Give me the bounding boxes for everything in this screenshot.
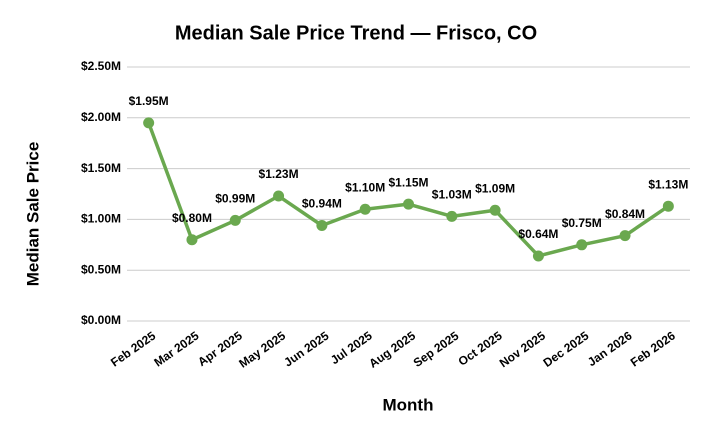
data-point: [186, 234, 198, 246]
data-label: $0.84M: [605, 207, 645, 221]
data-label: $1.95M: [129, 94, 169, 108]
series-line: [147, 122, 670, 258]
x-tick-label: Sep 2025: [411, 328, 462, 370]
data-point: [316, 219, 328, 231]
y-tick-label: $2.50M: [81, 59, 121, 73]
data-label: $0.94M: [302, 197, 342, 211]
x-tick-label: Feb 2025: [108, 328, 158, 369]
data-label: $0.80M: [172, 211, 212, 225]
x-tick-label: Apr 2025: [195, 328, 245, 369]
y-tick-label: $0.00M: [81, 313, 121, 327]
x-tick-label: Jan 2026: [585, 328, 635, 369]
data-point: [143, 117, 155, 129]
y-tick-label: $1.00M: [81, 212, 121, 226]
chart-title: Median Sale Price Trend — Frisco, CO: [175, 22, 537, 44]
data-label: $1.10M: [345, 180, 385, 194]
y-tick-label: $1.50M: [81, 161, 121, 175]
y-tick-label: $0.50M: [81, 262, 121, 276]
data-point: [359, 203, 371, 215]
data-label: $1.23M: [259, 167, 299, 181]
data-label: $0.99M: [215, 192, 255, 206]
data-point: [532, 250, 544, 262]
data-label: $0.64M: [518, 227, 558, 241]
data-label: $1.03M: [432, 188, 472, 202]
data-point: [662, 200, 674, 212]
data-label: $1.15M: [388, 175, 428, 189]
data-point: [446, 210, 458, 222]
y-axis-label: Median Sale Price: [23, 142, 42, 287]
x-tick-label: Dec 2025: [541, 328, 592, 370]
x-axis-label: Month: [383, 395, 434, 414]
data-point: [273, 190, 285, 202]
data-point: [576, 239, 588, 251]
data-label: $1.09M: [475, 181, 515, 195]
data-label: $1.13M: [648, 177, 688, 191]
x-tick-label: Feb 2026: [628, 328, 678, 369]
x-tick-label: Oct 2025: [456, 328, 505, 368]
x-tick-label: Aug 2025: [366, 328, 418, 370]
data-point: [403, 198, 414, 210]
data-point: [229, 214, 241, 226]
data-point: [489, 204, 501, 216]
data-point: [619, 230, 631, 242]
x-tick-label: Nov 2025: [497, 328, 548, 370]
x-tick-label: May 2025: [236, 328, 288, 370]
data-label: $0.75M: [562, 216, 602, 230]
x-tick-label: Jun 2025: [281, 328, 331, 369]
y-tick-label: $2.00M: [81, 110, 121, 124]
x-tick-label: Mar 2025: [151, 328, 201, 369]
